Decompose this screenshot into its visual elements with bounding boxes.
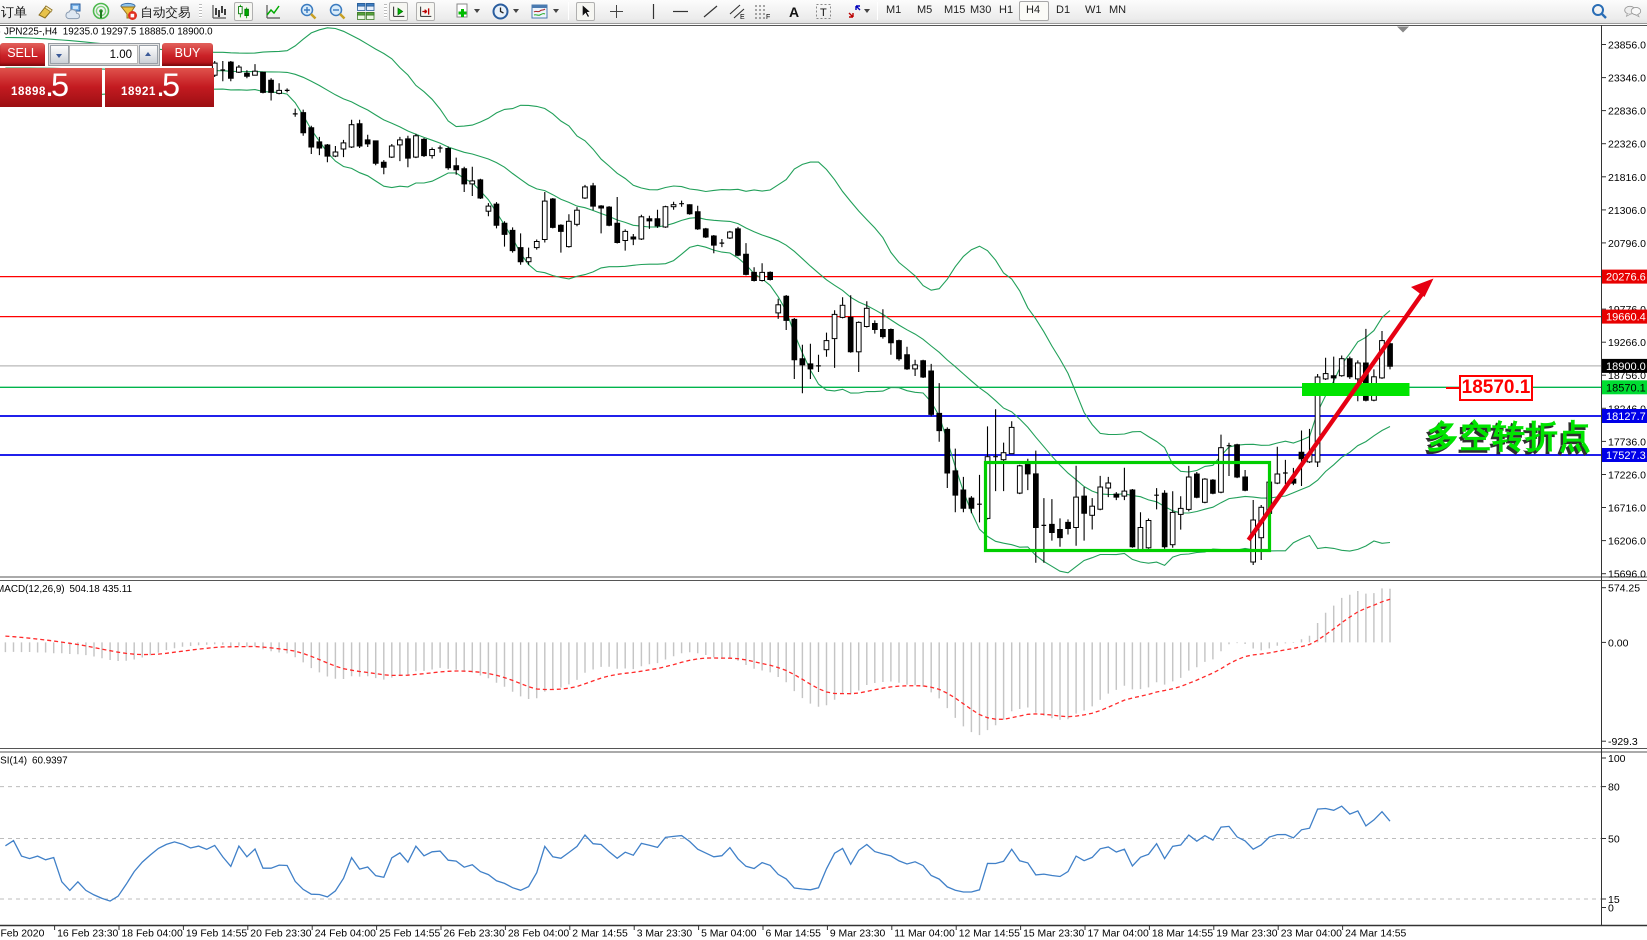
svg-text:9 Mar 23:30: 9 Mar 23:30 (830, 929, 886, 940)
svg-text:16206.0: 16206.0 (1608, 536, 1646, 548)
svg-text:26 Feb 23:30: 26 Feb 23:30 (444, 929, 505, 940)
svg-text:18570.1: 18570.1 (1606, 382, 1646, 394)
svg-text:16716.0: 16716.0 (1608, 503, 1646, 515)
svg-text:16 Feb 23:30: 16 Feb 23:30 (57, 929, 118, 940)
svg-text:12 Mar 14:55: 12 Mar 14:55 (959, 929, 1020, 940)
svg-text:15 Mar 23:30: 15 Mar 23:30 (1023, 929, 1084, 940)
svg-text:18756.0: 18756.0 (1608, 370, 1646, 382)
svg-text:-929.3: -929.3 (1608, 736, 1638, 748)
svg-text:17 Mar 04:00: 17 Mar 04:00 (1088, 929, 1149, 940)
svg-text:F: F (766, 14, 770, 21)
svg-text:18 Feb 04:00: 18 Feb 04:00 (122, 929, 183, 940)
svg-text:80: 80 (1608, 782, 1620, 794)
svg-text:19660.4: 19660.4 (1606, 312, 1646, 324)
svg-text:19 Mar 23:30: 19 Mar 23:30 (1216, 929, 1277, 940)
svg-text:6 Mar 14:55: 6 Mar 14:55 (766, 929, 822, 940)
svg-text:22326.0: 22326.0 (1608, 139, 1646, 151)
svg-text:19266.0: 19266.0 (1608, 337, 1646, 349)
svg-text:24 Feb 04:00: 24 Feb 04:00 (315, 929, 376, 940)
svg-text:20 Feb 23:30: 20 Feb 23:30 (250, 929, 311, 940)
svg-text:20276.6: 20276.6 (1606, 272, 1646, 284)
svg-text:23856.0: 23856.0 (1608, 40, 1646, 52)
svg-text:22836.0: 22836.0 (1608, 106, 1646, 118)
svg-text:2 Mar 14:55: 2 Mar 14:55 (572, 929, 628, 940)
svg-text:574.25: 574.25 (1608, 583, 1640, 595)
svg-text:· JPN225-,H4 19235.0 19297.5: · JPN225-,H4 19235.0 19297.5 18885.0 189… (0, 27, 213, 38)
svg-text:25 Feb 14:55: 25 Feb 14:55 (379, 929, 440, 940)
svg-text:17736.0: 17736.0 (1608, 436, 1646, 448)
svg-text:17226.0: 17226.0 (1608, 470, 1646, 482)
svg-text:T: T (820, 7, 827, 19)
svg-text:18900.0: 18900.0 (1606, 361, 1646, 373)
svg-text:28 Feb 04:00: 28 Feb 04:00 (508, 929, 569, 940)
svg-text:MACD(12,26,9) 504.18 435.11: MACD(12,26,9) 504.18 435.11 (0, 584, 132, 595)
svg-text:23346.0: 23346.0 (1608, 73, 1646, 85)
svg-text:E: E (740, 14, 745, 21)
svg-text:0.00: 0.00 (1608, 637, 1629, 649)
svg-text:18 Mar 14:55: 18 Mar 14:55 (1152, 929, 1213, 940)
svg-text:19 Feb 14:55: 19 Feb 14:55 (186, 929, 247, 940)
svg-text:15696.0: 15696.0 (1608, 569, 1646, 581)
svg-text:A: A (789, 4, 799, 20)
svg-text:50: 50 (1608, 834, 1620, 846)
svg-text:15: 15 (1608, 894, 1620, 906)
svg-text:3 Mar 23:30: 3 Mar 23:30 (637, 929, 693, 940)
svg-text:18127.7: 18127.7 (1606, 411, 1646, 423)
svg-text:17527.3: 17527.3 (1606, 450, 1646, 462)
svg-text:21306.0: 21306.0 (1608, 205, 1646, 217)
svg-text:14 Feb 2020: 14 Feb 2020 (0, 929, 45, 940)
svg-text:0: 0 (1608, 903, 1614, 915)
svg-text:24 Mar 14:55: 24 Mar 14:55 (1345, 929, 1406, 940)
svg-text:21816.0: 21816.0 (1608, 172, 1646, 184)
svg-text:11 Mar 04:00: 11 Mar 04:00 (894, 929, 955, 940)
svg-text:RSI(14) 60.9397: RSI(14) 60.9397 (0, 756, 68, 767)
svg-text:23 Mar 04:00: 23 Mar 04:00 (1281, 929, 1342, 940)
svg-text:100: 100 (1608, 753, 1626, 765)
svg-text:20796.0: 20796.0 (1608, 238, 1646, 250)
svg-text:5 Mar 04:00: 5 Mar 04:00 (701, 929, 757, 940)
